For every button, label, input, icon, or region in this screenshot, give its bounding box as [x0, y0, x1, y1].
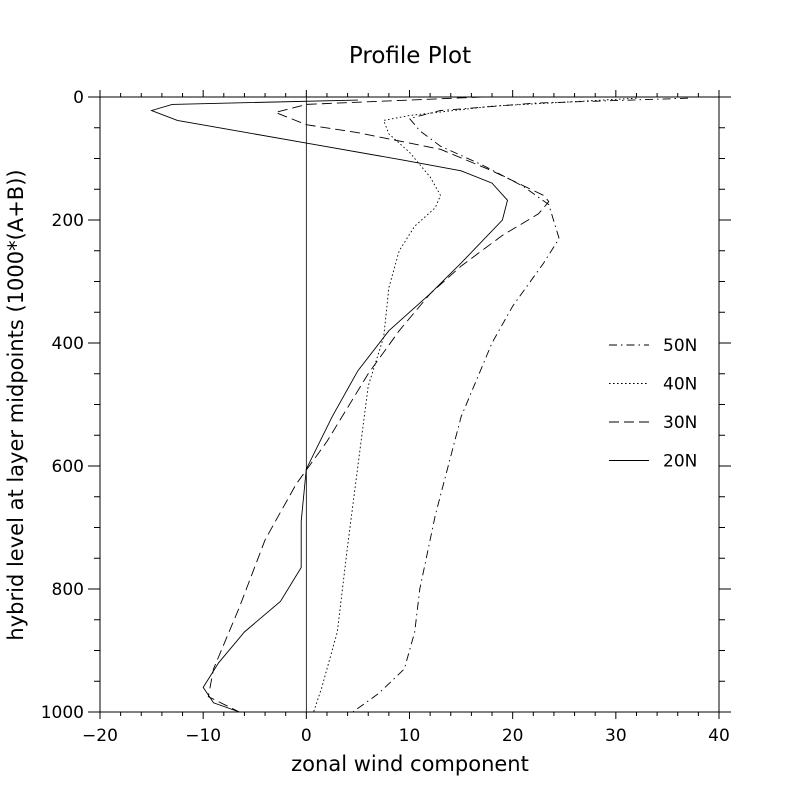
y-tick-label: 0	[73, 88, 84, 108]
x-tick-label: 0	[301, 726, 312, 746]
series-layer	[150, 96, 689, 713]
legend: 50N 40N 30N 20N	[609, 336, 697, 472]
x-tick-label: 20	[502, 726, 524, 746]
series-line-30n	[207, 96, 550, 713]
x-tick-label: 40	[708, 726, 730, 746]
series-line-40n	[313, 97, 637, 713]
x-tick-label: −10	[185, 726, 221, 746]
y-tick-label: 800	[52, 580, 84, 600]
y-axis-label: hybrid level at layer midpoints (1000*(A…	[4, 169, 28, 640]
x-tick-label: 30	[605, 726, 627, 746]
y-tick-label: 200	[52, 211, 84, 231]
y-tick-label: 600	[52, 457, 84, 477]
legend-label-30n: 30N	[663, 413, 697, 433]
x-tick-label: −20	[82, 726, 118, 746]
plot-frame	[99, 96, 720, 713]
y-tick-label: 1000	[41, 703, 84, 723]
legend-label-50n: 50N	[663, 336, 697, 356]
legend-label-20n: 20N	[663, 452, 697, 472]
chart-title: Profile Plot	[349, 43, 471, 69]
series-line-20n	[150, 99, 508, 713]
x-tick-label: 10	[399, 726, 421, 746]
y-tick-label: 400	[52, 334, 84, 354]
series-line-50n	[352, 97, 689, 713]
x-axis-label: zonal wind component	[291, 752, 529, 776]
legend-label-40n: 40N	[663, 375, 697, 395]
